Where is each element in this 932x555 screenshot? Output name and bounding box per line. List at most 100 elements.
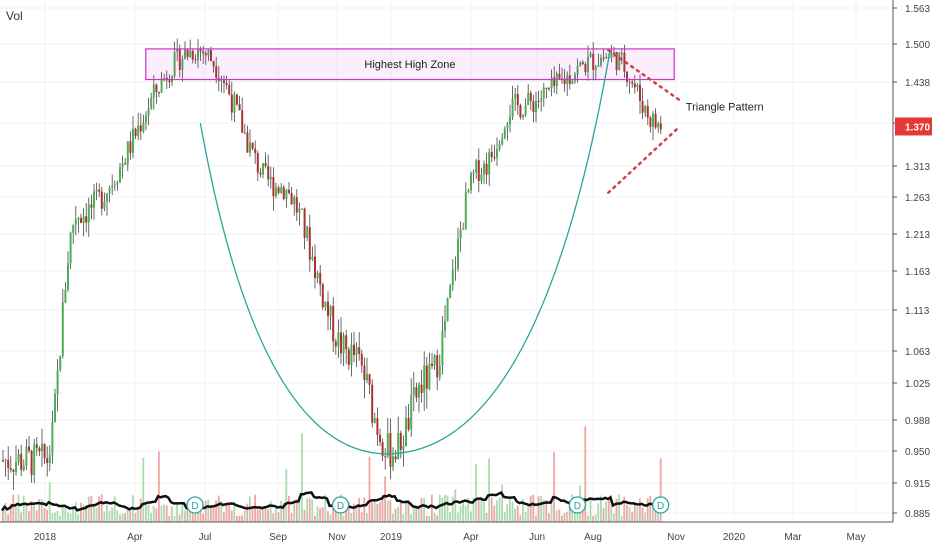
candle-body <box>384 456 387 458</box>
candle-body <box>646 106 649 118</box>
candle-body <box>649 117 652 127</box>
price-tick-label: 1.313 <box>905 162 930 173</box>
volume-bar <box>496 500 498 522</box>
volume-bar <box>457 512 459 522</box>
volume-bar <box>121 513 124 522</box>
volume-bar <box>389 500 392 522</box>
volume-bar <box>28 511 30 522</box>
volume-bar <box>111 507 113 522</box>
volume-bar <box>475 463 477 522</box>
time-tick-label: Sep <box>269 532 287 543</box>
time-tick-label: Nov <box>328 532 346 543</box>
volume-bar <box>249 496 251 522</box>
volume-bar <box>197 508 199 522</box>
time-tick-label: May <box>847 532 866 543</box>
volume-bar <box>54 512 56 522</box>
candle-body <box>262 162 264 175</box>
volume-bar <box>277 512 280 522</box>
candle-body <box>415 387 418 398</box>
time-axis-ticks: 2018 Apr Jul Sep Nov 2019 Apr Jun Aug Nov 2020 Mar M… <box>0 521 893 543</box>
volume-bar <box>275 508 277 522</box>
price-tick-label: 1.500 <box>905 40 930 51</box>
candle-body <box>160 78 163 93</box>
volume-bar <box>126 509 129 522</box>
candle-body <box>535 101 537 113</box>
volume-bar <box>537 496 540 522</box>
candle-body <box>246 132 249 153</box>
price-tick-label: 0.950 <box>905 447 930 458</box>
candle-body <box>46 458 49 464</box>
volume-bar <box>628 506 631 522</box>
volume-bar <box>199 510 202 522</box>
volume-bar <box>347 501 350 522</box>
candle-body <box>2 460 4 462</box>
candle-body <box>615 51 618 71</box>
volume-bar <box>155 508 158 522</box>
candle-body <box>319 272 322 285</box>
volume-bar <box>241 515 243 522</box>
volume-bar <box>230 510 233 522</box>
candle-body <box>332 306 335 342</box>
volume-bar <box>527 505 529 522</box>
highest-high-zone <box>145 48 675 81</box>
candle-body <box>654 113 657 128</box>
volume-bar <box>540 495 542 522</box>
candle-body <box>490 152 493 158</box>
volume-bar <box>165 505 168 522</box>
volume-bar <box>402 514 405 522</box>
volume-bar <box>22 495 25 522</box>
candle-body <box>485 163 488 175</box>
candle-body <box>43 443 46 459</box>
candle-body <box>158 92 160 94</box>
candle-body <box>433 355 436 366</box>
candle-body <box>282 187 285 199</box>
volume-bar <box>67 512 69 522</box>
volume-bar <box>519 514 522 522</box>
volume-bar <box>189 508 191 522</box>
volume-bar <box>173 515 176 522</box>
volume-bar <box>210 506 212 522</box>
candle-body <box>308 227 311 260</box>
candle-body <box>17 453 20 463</box>
candle-body <box>168 80 171 83</box>
volume-bar <box>303 509 306 522</box>
candle-body <box>652 113 654 127</box>
candle-body <box>345 335 348 350</box>
candle-body <box>620 52 623 54</box>
candle-body <box>303 208 306 238</box>
candle-body <box>327 301 329 317</box>
volume-bar <box>470 511 472 522</box>
volume-bar <box>511 501 514 522</box>
volume-bar <box>639 498 641 522</box>
candle-body <box>9 468 12 470</box>
candle-body <box>368 374 371 385</box>
candle-body <box>540 98 543 102</box>
volume-bar <box>449 512 451 522</box>
candle-body <box>386 433 389 457</box>
candle-body <box>202 51 205 54</box>
volume-bar <box>381 494 384 522</box>
candle-body <box>558 73 561 79</box>
candle-body <box>516 94 519 105</box>
volume-bar <box>605 501 607 522</box>
candle-body <box>488 152 491 175</box>
candle-body <box>20 453 23 470</box>
volume-bar <box>501 484 503 522</box>
candle-body <box>392 456 394 467</box>
candle-body <box>644 106 647 113</box>
candle-body <box>467 190 470 193</box>
volume-bar <box>319 508 321 522</box>
volume-bar <box>25 502 28 522</box>
candle-body <box>223 80 225 83</box>
candle-body <box>12 469 15 472</box>
time-tick-label: 2020 <box>723 532 746 543</box>
candle-body <box>243 132 246 134</box>
candle-body <box>64 289 67 303</box>
candle-body <box>428 363 431 389</box>
candle-body <box>290 192 293 205</box>
volume-bar <box>288 495 290 522</box>
volume-bar <box>293 500 295 522</box>
time-tick-label: Mar <box>784 532 802 543</box>
volume-bar <box>41 499 43 522</box>
candle-body <box>306 227 309 238</box>
